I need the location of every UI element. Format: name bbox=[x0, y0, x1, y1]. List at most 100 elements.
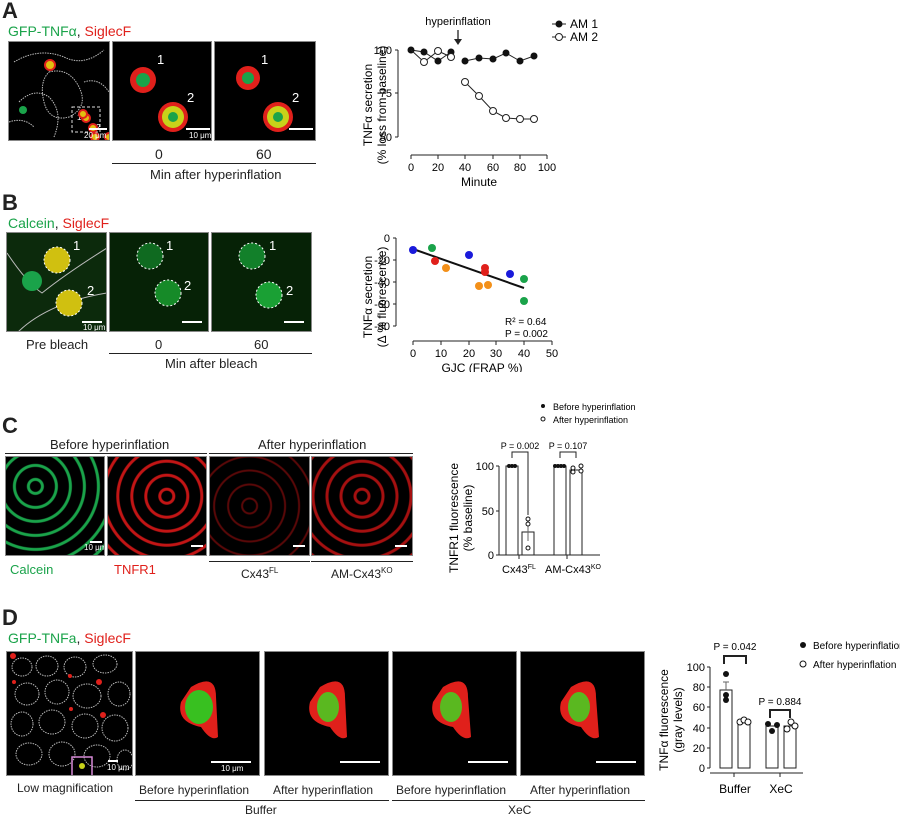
scale-bar bbox=[284, 321, 304, 323]
panel-a-stain-legend: GFP-TNFα, SiglecF bbox=[8, 23, 132, 39]
svg-text:P = 0.002: P = 0.002 bbox=[505, 329, 548, 340]
svg-text:-20: -20 bbox=[374, 255, 390, 267]
divider bbox=[209, 561, 310, 562]
panel-c-bar-chart: Before hyperinflation After hyperinflati… bbox=[447, 402, 636, 576]
svg-text:After hyperinflation: After hyperinflation bbox=[813, 660, 896, 671]
panel-b-time0-image: 1 2 bbox=[109, 232, 209, 332]
scale-bar bbox=[395, 545, 407, 547]
scale-bar bbox=[90, 541, 102, 543]
panel-b-time60-image: 1 2 bbox=[211, 232, 312, 332]
divider bbox=[209, 453, 413, 454]
panel-c-tnfr1-before-image bbox=[107, 456, 207, 556]
panel-b-prebleach-image: 1 2 10 μm bbox=[6, 232, 107, 332]
svg-text:Minute: Minute bbox=[461, 175, 497, 189]
stain-red-label: SiglecF bbox=[84, 23, 132, 39]
divider bbox=[135, 800, 389, 801]
scale-bar bbox=[182, 321, 202, 323]
svg-text:40: 40 bbox=[518, 348, 530, 360]
svg-text:Before hyperinflation: Before hyperinflation bbox=[813, 641, 900, 652]
svg-text:Buffer: Buffer bbox=[719, 782, 751, 796]
svg-text:AM 2: AM 2 bbox=[570, 30, 598, 44]
panel-label-d: D bbox=[2, 605, 18, 630]
svg-text:hyperinflation: hyperinflation bbox=[425, 16, 490, 28]
legend: AM 1 AM 2 bbox=[552, 17, 598, 44]
divider bbox=[311, 561, 413, 562]
svg-text:40: 40 bbox=[459, 162, 471, 174]
svg-text:After hyperinflation: After hyperinflation bbox=[553, 415, 628, 425]
scale-bar bbox=[211, 761, 251, 763]
panel-d-xec-before-image bbox=[392, 651, 517, 776]
svg-text:2: 2 bbox=[96, 123, 101, 132]
svg-text:100: 100 bbox=[374, 45, 392, 57]
svg-text:0: 0 bbox=[384, 233, 390, 245]
svg-text:0: 0 bbox=[488, 550, 494, 562]
scale-bar bbox=[289, 128, 313, 130]
svg-text:Before hyperinflation: Before hyperinflation bbox=[553, 402, 636, 412]
scale-bar bbox=[89, 128, 107, 130]
tissue-outline-icon: 1 2 bbox=[9, 49, 109, 140]
scale-bar bbox=[468, 761, 508, 763]
svg-text:AM 1: AM 1 bbox=[570, 17, 598, 31]
svg-text:XeC: XeC bbox=[769, 782, 793, 796]
svg-text:100: 100 bbox=[687, 662, 705, 674]
panel-d-bar-chart: Before hyperinflation After hyperinflati… bbox=[657, 641, 900, 796]
svg-text:(gray levels): (gray levels) bbox=[671, 687, 685, 752]
svg-text:-80: -80 bbox=[374, 321, 390, 333]
scale-bar bbox=[186, 128, 210, 130]
svg-text:P = 0.042: P = 0.042 bbox=[714, 642, 757, 653]
panel-a-line-chart: TNFα secretion (% loss from baseline) 10… bbox=[361, 16, 598, 189]
svg-text:100: 100 bbox=[538, 162, 556, 174]
svg-text:TNFα fluorescence: TNFα fluorescence bbox=[657, 669, 671, 771]
svg-text:20: 20 bbox=[693, 743, 705, 755]
svg-text:Cx43FL: Cx43FL bbox=[502, 564, 536, 576]
panel-d-stain-legend: GFP-TNFa, SiglecF bbox=[8, 630, 131, 646]
svg-text:75: 75 bbox=[380, 88, 392, 100]
panel-d-low-mag-image: 10 μm bbox=[6, 651, 133, 776]
svg-text:0: 0 bbox=[410, 348, 416, 360]
divider bbox=[5, 453, 207, 454]
panel-c-tnfr1-cx43fl-image bbox=[209, 456, 310, 556]
panel-a-time0-image: 1 2 10 μm bbox=[112, 41, 212, 141]
panel-d-buffer-after-image bbox=[264, 651, 389, 776]
svg-text:0: 0 bbox=[408, 162, 414, 174]
svg-text:(Δ % fluorescence): (Δ % fluorescence) bbox=[375, 247, 389, 348]
scale-bar bbox=[191, 545, 203, 547]
divider bbox=[392, 800, 645, 801]
svg-text:80: 80 bbox=[514, 162, 526, 174]
panel-label-c: C bbox=[2, 413, 18, 438]
svg-text:TNFα secretion: TNFα secretion bbox=[361, 256, 375, 338]
panel-d-buffer-before-image: 10 μm bbox=[135, 651, 260, 776]
svg-text:-40: -40 bbox=[374, 277, 390, 289]
svg-text:AM-Cx43KO: AM-Cx43KO bbox=[545, 564, 602, 576]
svg-text:50: 50 bbox=[546, 348, 558, 360]
svg-text:0: 0 bbox=[699, 763, 705, 775]
scale-bar bbox=[596, 761, 636, 763]
scale-bar bbox=[340, 761, 380, 763]
divider bbox=[112, 163, 316, 164]
svg-text:80: 80 bbox=[693, 682, 705, 694]
panel-label-b: B bbox=[2, 190, 18, 215]
stain-green-label: GFP-TNFα bbox=[8, 23, 77, 39]
svg-text:GJC (FRAP %): GJC (FRAP %) bbox=[441, 361, 522, 372]
svg-text:50: 50 bbox=[482, 506, 494, 518]
scale-bar bbox=[108, 760, 118, 762]
svg-text:(% baseline): (% baseline) bbox=[461, 485, 475, 552]
panel-c-calcein-image: 10 μm bbox=[5, 456, 105, 556]
fit-line bbox=[412, 248, 525, 289]
panel-c-tnfr1-amcx43ko-image bbox=[311, 456, 413, 556]
svg-text:10: 10 bbox=[435, 348, 447, 360]
svg-text:20: 20 bbox=[432, 162, 444, 174]
svg-text:TNFα secretion: TNFα secretion bbox=[361, 64, 375, 146]
svg-text:(% loss from baseline): (% loss from baseline) bbox=[375, 46, 389, 165]
svg-text:50: 50 bbox=[380, 132, 392, 144]
panel-d-xec-after-image bbox=[520, 651, 645, 776]
svg-text:40: 40 bbox=[693, 723, 705, 735]
svg-text:P = 0.884: P = 0.884 bbox=[759, 697, 802, 708]
svg-text:60: 60 bbox=[693, 702, 705, 714]
panel-a-time60-image: 1 2 bbox=[214, 41, 316, 141]
scale-bar bbox=[82, 321, 102, 323]
svg-text:20: 20 bbox=[463, 348, 475, 360]
svg-text:-60: -60 bbox=[374, 299, 390, 311]
svg-text:100: 100 bbox=[476, 461, 494, 473]
